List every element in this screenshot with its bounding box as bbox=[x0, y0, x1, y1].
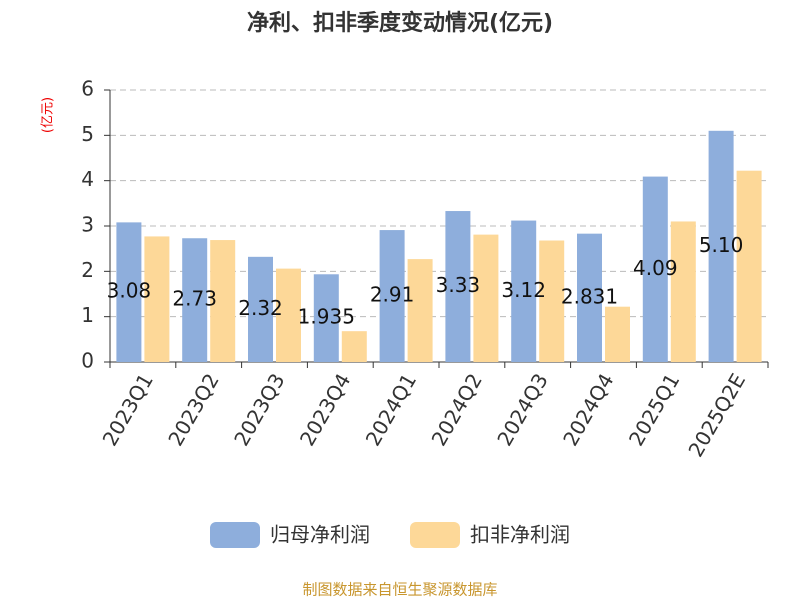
legend-swatch bbox=[210, 522, 260, 548]
bar bbox=[116, 222, 142, 362]
legend-label: 扣非净利润 bbox=[470, 523, 570, 547]
bar bbox=[341, 331, 367, 362]
x-tick-label: 2025Q1 bbox=[624, 369, 684, 450]
bar bbox=[210, 240, 236, 362]
bar bbox=[182, 238, 208, 362]
bar bbox=[407, 259, 433, 362]
legend-label: 归母净利润 bbox=[270, 523, 370, 547]
bar bbox=[736, 170, 762, 362]
data-label: 2.32 bbox=[238, 296, 283, 320]
x-tick-label: 2024Q4 bbox=[558, 369, 618, 450]
data-label: 3.12 bbox=[501, 278, 546, 302]
bar bbox=[708, 130, 734, 362]
bar bbox=[313, 274, 339, 362]
legend-swatch bbox=[410, 522, 460, 548]
x-tick-label: 2023Q4 bbox=[295, 369, 355, 450]
y-tick-label: 0 bbox=[81, 349, 94, 373]
data-label: 3.08 bbox=[107, 279, 152, 303]
y-tick-label: 2 bbox=[81, 258, 94, 282]
source-note: 制图数据来自恒生聚源数据库 bbox=[302, 581, 497, 599]
y-axis-unit: (亿元) bbox=[41, 97, 56, 133]
y-tick-label: 6 bbox=[81, 77, 94, 101]
bar bbox=[642, 176, 668, 362]
x-tick-label: 2023Q1 bbox=[98, 369, 158, 450]
bar bbox=[473, 234, 499, 362]
bar bbox=[248, 256, 273, 362]
y-tick-label: 3 bbox=[81, 213, 94, 237]
bar bbox=[511, 220, 537, 362]
data-label: 2.831 bbox=[561, 284, 618, 308]
bar bbox=[379, 230, 405, 362]
y-tick-label: 5 bbox=[81, 122, 94, 146]
x-tick-label: 2023Q2 bbox=[163, 369, 223, 450]
x-tick-label: 2023Q3 bbox=[229, 369, 289, 450]
chart-title: 净利、扣非季度变动情况(亿元) bbox=[247, 10, 553, 36]
x-tick-label: 2025Q2E bbox=[683, 369, 750, 461]
bar bbox=[670, 221, 696, 362]
data-label: 3.33 bbox=[436, 273, 481, 297]
bar bbox=[605, 306, 630, 362]
data-label: 4.09 bbox=[633, 256, 678, 280]
data-label: 2.73 bbox=[172, 287, 217, 311]
x-tick-label: 2024Q3 bbox=[492, 369, 552, 450]
data-label: 1.935 bbox=[298, 305, 355, 329]
bar bbox=[539, 240, 565, 362]
bar bbox=[577, 233, 602, 362]
data-label: 2.91 bbox=[370, 283, 415, 307]
bar bbox=[276, 268, 301, 362]
x-tick-label: 2024Q1 bbox=[361, 369, 421, 450]
y-tick-label: 1 bbox=[81, 303, 94, 327]
data-label: 5.10 bbox=[699, 233, 744, 257]
y-tick-label: 4 bbox=[81, 167, 94, 191]
bar bbox=[445, 211, 471, 362]
bar bbox=[144, 236, 170, 362]
x-tick-label: 2024Q2 bbox=[427, 369, 487, 450]
